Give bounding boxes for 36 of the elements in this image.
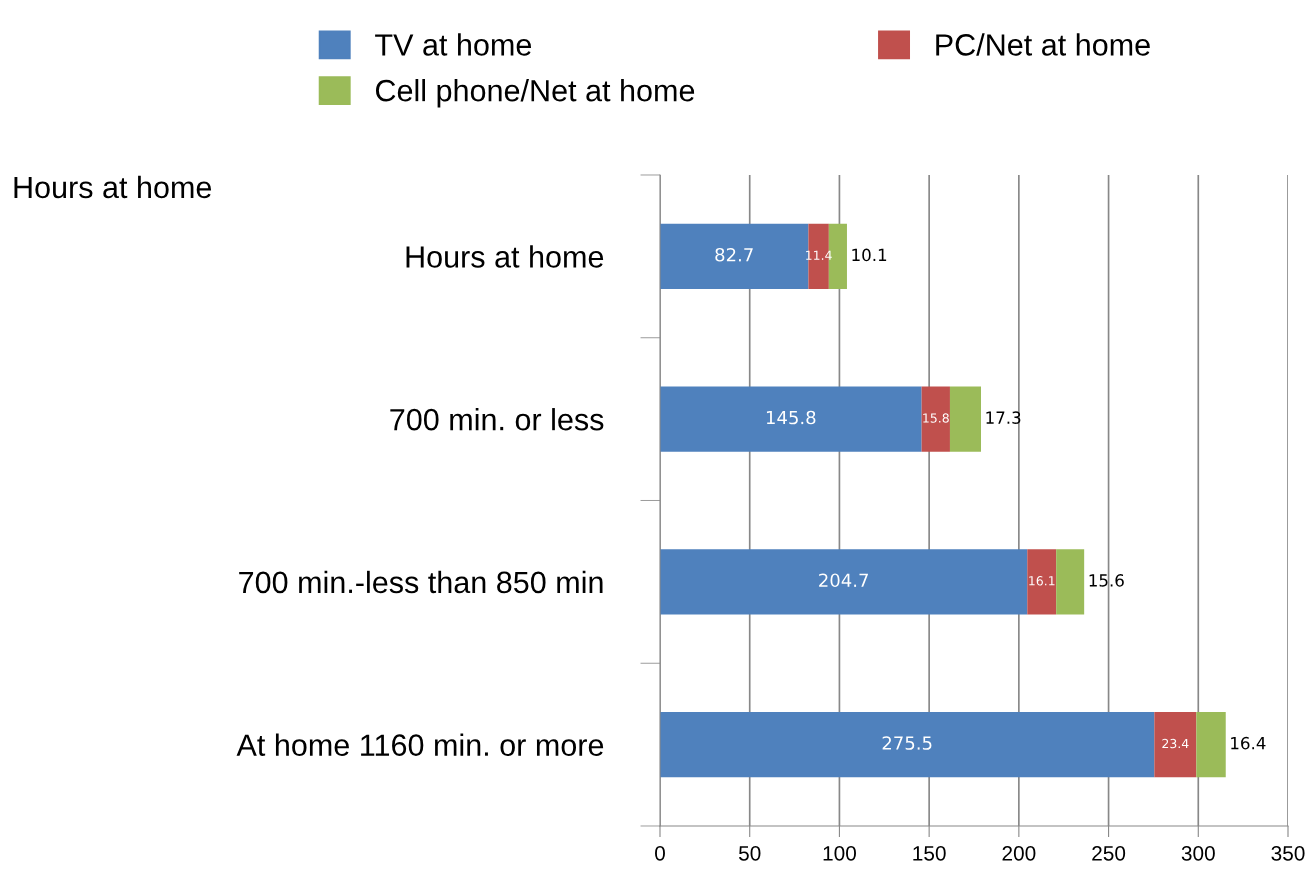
text: 15.6 [1089,574,1124,587]
x-tick-label: 200 [1002,845,1036,861]
bar [921,386,950,452]
bar [660,712,1155,778]
x-tick-label: 150 [913,845,946,861]
bar [660,549,1028,615]
y-tick-label: 700 min.-less than 850 min [239,570,603,594]
bar [1154,712,1197,778]
text: 145.8 [766,410,816,425]
text: 17.3 [986,411,1021,424]
y-tick-label: 700 min. or less [390,408,604,431]
bar [949,386,981,452]
x-tick-label: 350 [1271,845,1305,861]
legend-label: PC/Net at home [936,33,1150,56]
x-tick-label: 0 [655,845,665,861]
text: 275.5 [882,736,932,750]
text: 16.1 [1029,576,1055,586]
bar [1196,712,1226,778]
x-tick-label: 100 [823,845,856,861]
y-axis-title: Hours at home [14,175,212,199]
bar [660,386,922,452]
x-tick-label: 50 [738,845,761,861]
bar [1056,549,1085,615]
text: 15.8 [923,413,949,423]
legend-label: TV at home [375,33,532,56]
text: 82.7 [715,247,753,262]
x-tick-label: 300 [1181,845,1215,861]
text: 10.1 [852,248,887,262]
text: 16.4 [1231,736,1266,750]
y-tick-label: At home 1160 min. or more [236,733,604,756]
bar [1027,549,1057,615]
text: 23.4 [1162,738,1189,749]
legend-label: Cell phone/Net at home [375,79,695,108]
x-tick-label: 250 [1092,845,1126,861]
y-tick-label: Hours at home [406,245,604,268]
text: 204.7 [819,573,868,588]
